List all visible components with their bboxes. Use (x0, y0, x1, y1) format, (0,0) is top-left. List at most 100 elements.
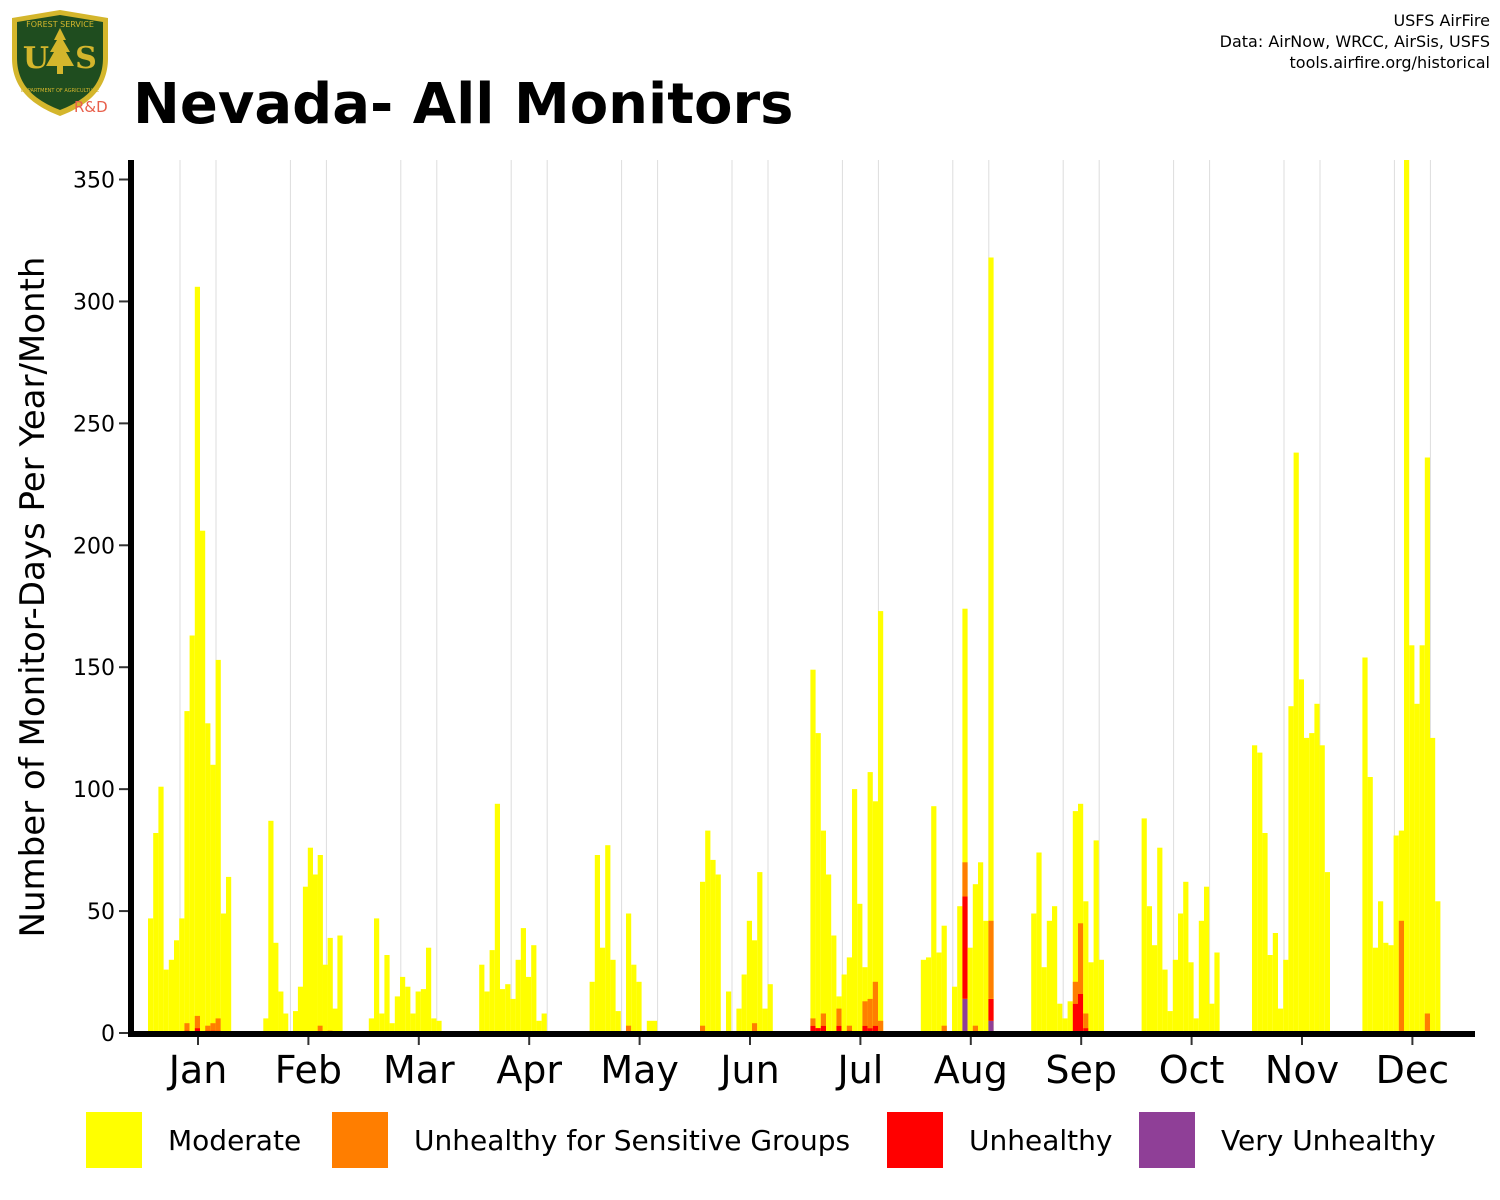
legend-label-usg: Unhealthy for Sensitive Groups (414, 1124, 851, 1157)
bar-moderate (332, 1008, 338, 1033)
bar-moderate (410, 1013, 416, 1033)
legend-swatch-very-unhealthy (1139, 1112, 1195, 1168)
y-axis-label: Number of Monitor-Days Per Year/Month (13, 257, 53, 938)
bar-moderate (736, 1008, 742, 1033)
x-tick-label: Jun (718, 1048, 779, 1092)
svg-text:FOREST SERVICE: FOREST SERVICE (26, 20, 94, 29)
bar-moderate (852, 789, 858, 1033)
bar-moderate (988, 257, 994, 1033)
bar-moderate (820, 830, 826, 1033)
bar-usg (1078, 923, 1084, 994)
bar-moderate (263, 1018, 269, 1033)
bar-moderate (710, 859, 716, 1033)
chart-title: Nevada- All Monitors (133, 72, 794, 137)
bar-moderate (415, 991, 421, 1033)
bar-moderate (983, 920, 989, 1033)
bar-unhealthy (810, 1025, 816, 1033)
forest-service-shield-logo: U S FOREST SERVICE DEPARTMENT OF AGRICUL… (12, 10, 108, 116)
bar-moderate (841, 974, 847, 1033)
bar-moderate (1257, 752, 1263, 1033)
bar-usg (941, 1025, 947, 1033)
bar-usg (1072, 981, 1078, 1004)
bar-moderate (1078, 803, 1084, 1033)
bar-moderate (1304, 737, 1310, 1033)
bar-unhealthy (815, 1028, 821, 1033)
bar-moderate (384, 955, 390, 1033)
bar-moderate (1052, 906, 1058, 1033)
svg-text:S: S (75, 41, 97, 76)
bar-moderate (510, 998, 516, 1033)
credit-line-source: USFS AirFire (1393, 11, 1490, 30)
bar-usg (205, 1025, 211, 1031)
legend-label-very-unhealthy: Very Unhealthy (1221, 1124, 1436, 1157)
bar-moderate (220, 913, 226, 1033)
bar-usg (317, 1025, 323, 1033)
bar-usg (810, 1018, 816, 1026)
axes-layer: 0 50 100 150 200 250 300 350 Jan Feb Mar Apr May Jun J… (73, 160, 1475, 1092)
bar-moderate (500, 989, 506, 1033)
bar-moderate (1178, 913, 1184, 1033)
bar-moderate (589, 981, 595, 1033)
bar-moderate (1157, 847, 1163, 1033)
bar-usg (1083, 1013, 1089, 1029)
bar-usg (184, 1023, 190, 1031)
bar-moderate (757, 872, 763, 1033)
svg-text:U: U (23, 41, 49, 76)
bar-moderate (1362, 657, 1368, 1033)
bar-moderate (1262, 833, 1268, 1033)
x-tick-label: Dec (1376, 1048, 1450, 1092)
bar-moderate (494, 803, 500, 1033)
bar-moderate (368, 1018, 374, 1033)
bar-moderate (479, 964, 485, 1033)
bar-moderate (531, 945, 537, 1033)
bar-moderate (327, 937, 333, 1033)
y-tick-label: 100 (73, 778, 115, 803)
bar-moderate (872, 801, 878, 1033)
bar-usg (194, 1015, 200, 1029)
y-tick-label: 0 (101, 1022, 115, 1047)
bar-moderate (1193, 1018, 1199, 1033)
bar-moderate (600, 947, 606, 1033)
bar-usg (820, 1013, 826, 1026)
bar-moderate (426, 947, 432, 1033)
legend-swatch-unhealthy (887, 1112, 943, 1168)
bar-moderate (317, 855, 323, 1033)
bar-moderate (268, 820, 274, 1033)
bar-moderate (762, 1008, 768, 1033)
bar-moderate (322, 964, 328, 1033)
bar-moderate (605, 845, 611, 1033)
credits-block: USFS AirFire Data: AirNow, WRCC, AirSis,… (1220, 10, 1490, 73)
bar-moderate (1383, 942, 1389, 1033)
bar-moderate (741, 974, 747, 1033)
bar-moderate (615, 1011, 621, 1033)
bar-moderate (394, 996, 400, 1033)
x-tick-label: Feb (275, 1048, 342, 1092)
bar-moderate (307, 847, 313, 1033)
bar-usg (878, 1020, 884, 1033)
credit-line-data: Data: AirNow, WRCC, AirSis, USFS (1219, 32, 1490, 51)
bar-moderate (610, 959, 616, 1033)
bar-moderate (1393, 835, 1399, 1033)
bar-usg (962, 862, 968, 897)
bar-moderate (1057, 1003, 1063, 1033)
bar-moderate (489, 950, 495, 1033)
bar-moderate (1188, 962, 1194, 1033)
bar-moderate (1214, 952, 1220, 1033)
bar-moderate (967, 947, 973, 1033)
bar-moderate (200, 530, 206, 1033)
bar-moderate (337, 935, 343, 1033)
bar-moderate (1072, 811, 1078, 1033)
bar-unhealthy (1072, 1003, 1078, 1033)
bar-usg (862, 1001, 868, 1026)
bar-moderate (1162, 969, 1168, 1033)
bar-moderate (215, 659, 221, 1033)
y-tick-label: 350 (73, 169, 115, 194)
bar-moderate (626, 913, 632, 1033)
bar-moderate (431, 1018, 437, 1033)
bar-very-unhealthy (962, 998, 968, 1033)
bar-moderate (1204, 886, 1210, 1033)
bar-moderate (405, 986, 411, 1033)
legend-swatch-moderate (86, 1112, 142, 1168)
bar-moderate (526, 976, 532, 1033)
